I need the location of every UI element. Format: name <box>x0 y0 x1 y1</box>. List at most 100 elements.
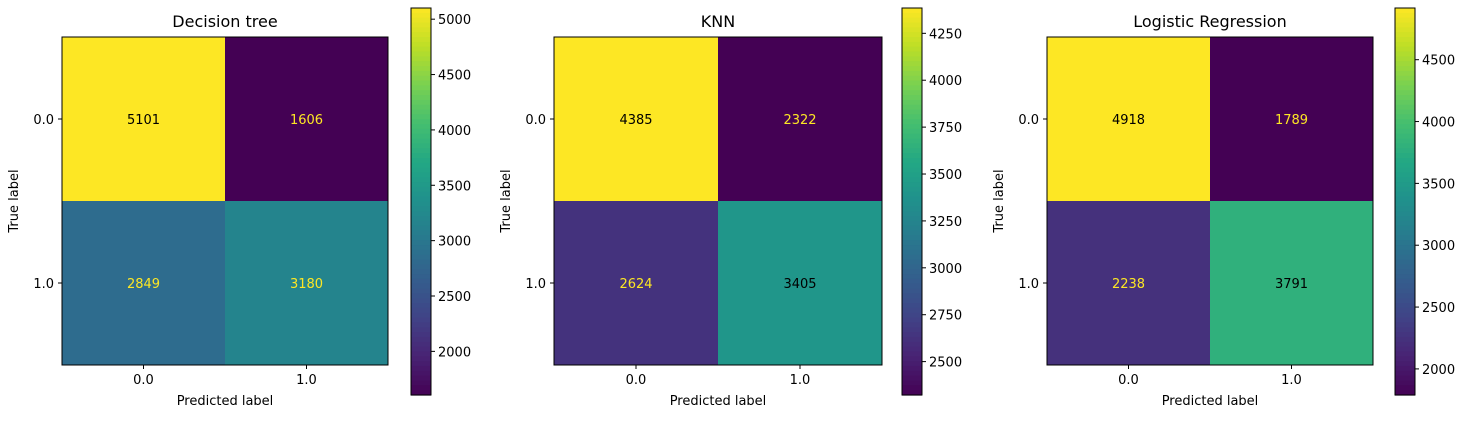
colorbar-segment <box>1395 114 1415 120</box>
x-tick-label: 1.0 <box>790 373 811 388</box>
colorbar-segment <box>1395 95 1415 101</box>
colorbar-segment <box>902 201 922 207</box>
cell-value-label: 2624 <box>619 277 652 292</box>
colorbar-segment <box>1395 46 1415 53</box>
colorbar-segment <box>1395 375 1415 382</box>
colorbar-segment <box>1395 303 1415 309</box>
colorbar-segment <box>411 61 431 67</box>
colorbar-segment <box>902 32 922 38</box>
colorbar-segment <box>902 162 922 169</box>
colorbar-tick-label: 4000 <box>1422 116 1455 131</box>
colorbar-segment <box>411 104 431 111</box>
colorbar-segment <box>902 336 922 343</box>
colorbar-segment <box>902 138 922 145</box>
colorbar-segment <box>411 196 431 203</box>
colorbar-segment <box>902 157 922 164</box>
colorbar-segment <box>411 206 431 212</box>
colorbar-segment <box>902 27 922 33</box>
colorbar-segment <box>902 375 922 382</box>
colorbar-segment <box>902 303 922 309</box>
colorbar-segment <box>411 167 431 174</box>
axes-frame <box>1046 36 1374 366</box>
colorbar-segment <box>1395 196 1415 203</box>
colorbar-tick-label: 2500 <box>929 356 962 371</box>
colorbar-segment <box>902 264 922 270</box>
colorbar-segment <box>1395 283 1415 290</box>
colorbar-segment <box>1395 172 1415 178</box>
colorbar-segment <box>1395 235 1415 241</box>
chart-title: Decision tree <box>172 12 277 31</box>
colorbar-segment <box>411 41 431 48</box>
colorbar-segment <box>1395 153 1415 159</box>
matrix-cell <box>1210 201 1373 365</box>
cell-value-label: 5101 <box>127 113 160 128</box>
x-axis-label: Predicted label <box>1162 394 1259 409</box>
colorbar-segment <box>902 341 922 348</box>
colorbar-segment <box>1395 322 1415 328</box>
colorbar-segment <box>1395 259 1415 265</box>
colorbar-segment <box>411 307 431 314</box>
colorbar-segment <box>902 133 922 140</box>
cell-value-label: 3405 <box>783 277 816 292</box>
colorbar-segment <box>902 332 922 338</box>
colorbar-segment <box>411 12 431 19</box>
colorbar-segment <box>1395 8 1415 14</box>
colorbar-segment <box>411 269 431 275</box>
colorbar-segment <box>411 124 431 130</box>
colorbar-segment <box>411 346 431 353</box>
colorbar-segment <box>1395 225 1415 232</box>
colorbar-segment <box>902 327 922 333</box>
y-tick-label: 0.0 <box>33 113 54 128</box>
colorbar-segment <box>1395 90 1415 96</box>
axes-frame <box>553 36 883 366</box>
colorbar-tick-label: 2500 <box>1422 301 1455 316</box>
colorbar-segment <box>902 66 922 72</box>
colorbar-segment <box>902 211 922 217</box>
colorbar-segment <box>902 322 922 328</box>
colorbar-frame <box>901 7 923 396</box>
colorbar-segment <box>1395 298 1415 304</box>
colorbar-segment <box>411 298 431 304</box>
colorbar-segment <box>411 70 431 77</box>
colorbar-segment <box>411 259 431 265</box>
colorbar-segment <box>902 317 922 324</box>
matrix-cell <box>554 201 718 365</box>
colorbar-segment <box>902 274 922 280</box>
colorbar-tick-label: 3500 <box>929 168 962 183</box>
colorbar-segment <box>411 27 431 33</box>
colorbar-segment <box>902 385 922 391</box>
colorbar-segment <box>411 85 431 91</box>
colorbar-segment <box>902 240 922 246</box>
colorbar-segment <box>1395 240 1415 246</box>
colorbar-segment <box>411 216 431 222</box>
colorbar-segment <box>411 80 431 86</box>
colorbar-tick-label: 4500 <box>1422 54 1455 69</box>
colorbar-segment <box>1395 148 1415 154</box>
colorbar-segment <box>1395 182 1415 188</box>
colorbar-segment <box>411 138 431 145</box>
colorbar-segment <box>902 46 922 53</box>
colorbar-segment <box>1395 254 1415 261</box>
colorbar-tick-label: 5000 <box>438 13 471 28</box>
colorbar-segment <box>902 114 922 120</box>
colorbar-segment <box>411 172 431 178</box>
chart-title: Logistic Regression <box>1133 12 1286 31</box>
colorbar-segment <box>1395 119 1415 125</box>
colorbar-segment <box>411 245 431 251</box>
colorbar-segment <box>411 114 431 120</box>
colorbar-frame <box>1394 7 1416 396</box>
colorbar-segment <box>411 37 431 43</box>
colorbar-segment <box>902 75 922 82</box>
y-tick-label: 1.0 <box>1018 277 1039 292</box>
colorbar-segment <box>411 370 431 377</box>
colorbar-segment <box>902 95 922 101</box>
colorbar-segment <box>411 293 431 299</box>
colorbar-segment <box>411 356 431 362</box>
cell-value-label: 4385 <box>619 113 652 128</box>
colorbar-segment <box>1395 245 1415 251</box>
colorbar-segment <box>411 375 431 382</box>
axes-frame <box>61 36 389 366</box>
chart-title: KNN <box>701 12 735 31</box>
colorbar-segment <box>1395 230 1415 236</box>
colorbar-segment <box>411 336 431 343</box>
